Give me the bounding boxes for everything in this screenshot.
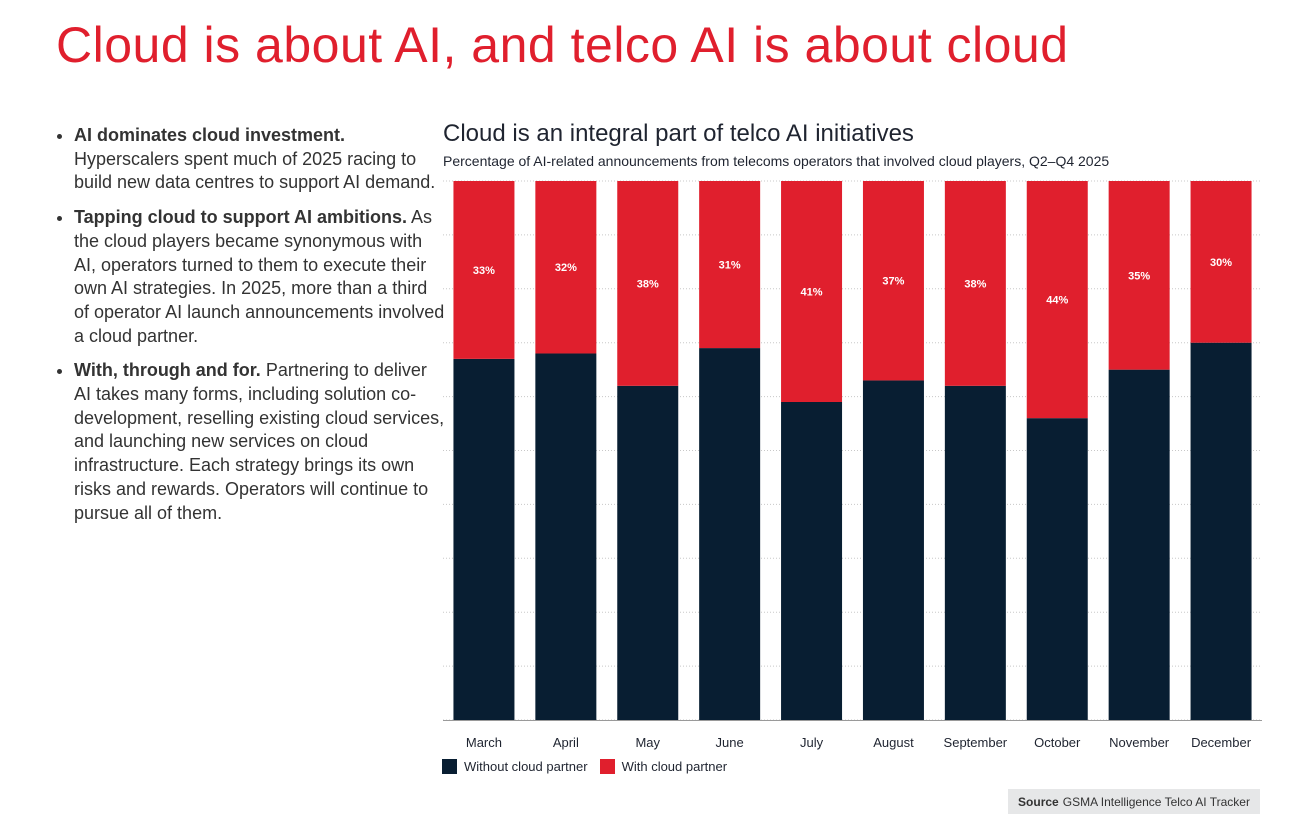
- data-label: 38%: [964, 278, 986, 290]
- data-label: 44%: [1046, 295, 1068, 307]
- page-title: Cloud is about AI, and telco AI is about…: [56, 17, 1069, 73]
- legend-swatch-with-cloud: [599, 759, 615, 774]
- bar-with-cloud: [862, 181, 924, 381]
- x-tick-label: May: [635, 735, 660, 750]
- bullet-text: Partnering to deliver AI takes many form…: [74, 360, 445, 523]
- bar-with-cloud: [781, 181, 843, 402]
- legend-swatch-without-cloud: [442, 759, 457, 774]
- data-label: 32%: [555, 262, 577, 274]
- bar-with-cloud: [535, 181, 597, 354]
- bullet-heading: With, through and for.: [74, 360, 261, 381]
- data-label: 30%: [1210, 257, 1232, 269]
- bar-with-cloud: [1026, 181, 1088, 419]
- bullet-text: Hyperscalers spent much of 2025 racing t…: [74, 148, 436, 193]
- bullet-list: AI dominates cloud investment. Hyperscal…: [52, 124, 446, 536]
- bar-with-cloud: [699, 181, 761, 349]
- source-label: Source: [1018, 794, 1059, 809]
- bar-without-cloud: [1190, 342, 1252, 720]
- data-label: 41%: [801, 286, 823, 298]
- bullet-item: With, through and for. Partnering to del…: [57, 359, 446, 525]
- x-tick-label: July: [800, 735, 824, 750]
- bar-without-cloud: [944, 385, 1006, 720]
- bullet-heading: AI dominates cloud investment.: [74, 125, 346, 145]
- source-note: Source GSMA Intelligence Telco AI Tracke…: [1008, 789, 1260, 814]
- x-tick-label: March: [466, 735, 502, 750]
- bar-with-cloud: [1108, 181, 1170, 370]
- bar-without-cloud: [1108, 369, 1170, 720]
- data-label: 38%: [637, 278, 659, 290]
- bar-with-cloud: [944, 181, 1006, 386]
- bullet-heading: Tapping cloud to support AI ambitions.: [74, 207, 407, 228]
- bar-without-cloud: [453, 358, 515, 720]
- x-tick-label: December: [1191, 735, 1252, 750]
- data-label: 31%: [719, 260, 741, 272]
- legend-label: With cloud partner: [621, 759, 728, 774]
- bar-with-cloud: [1190, 181, 1252, 343]
- bullet-item: AI dominates cloud investment. Hyperscal…: [57, 124, 446, 195]
- x-tick-label: October: [1034, 735, 1081, 750]
- x-tick-label: August: [873, 735, 914, 750]
- bar-without-cloud: [862, 380, 924, 720]
- x-tick-label: November: [1109, 735, 1170, 750]
- legend-label: Without cloud partner: [464, 759, 588, 774]
- x-tick-label: June: [716, 735, 744, 750]
- x-tick-label: April: [553, 735, 579, 750]
- bar-with-cloud: [453, 181, 515, 359]
- bullet-item: Tapping cloud to support AI ambitions. A…: [57, 206, 446, 348]
- source-text: GSMA Intelligence Telco AI Tracker: [1062, 794, 1250, 809]
- bar-without-cloud: [535, 353, 597, 720]
- legend-item-without-cloud: Without cloud partner: [442, 759, 588, 774]
- legend-item-with-cloud: With cloud partner: [599, 759, 728, 774]
- data-label: 35%: [1128, 270, 1150, 282]
- chart-subtitle: Percentage of AI-related announcements f…: [443, 153, 1110, 169]
- bullet-text: As the cloud players became synonymous w…: [74, 207, 445, 346]
- chart-legend: Without cloud partner With cloud partner: [442, 759, 739, 774]
- bar-without-cloud: [1026, 418, 1088, 720]
- bar-without-cloud: [781, 401, 843, 720]
- x-tick-label: September: [944, 735, 1008, 750]
- data-label: 37%: [882, 276, 904, 288]
- data-label: 33%: [473, 265, 495, 277]
- bar-with-cloud: [617, 181, 679, 386]
- chart-title: Cloud is an integral part of telco AI in…: [443, 120, 914, 147]
- bar-without-cloud: [699, 348, 761, 720]
- bar-without-cloud: [617, 385, 679, 720]
